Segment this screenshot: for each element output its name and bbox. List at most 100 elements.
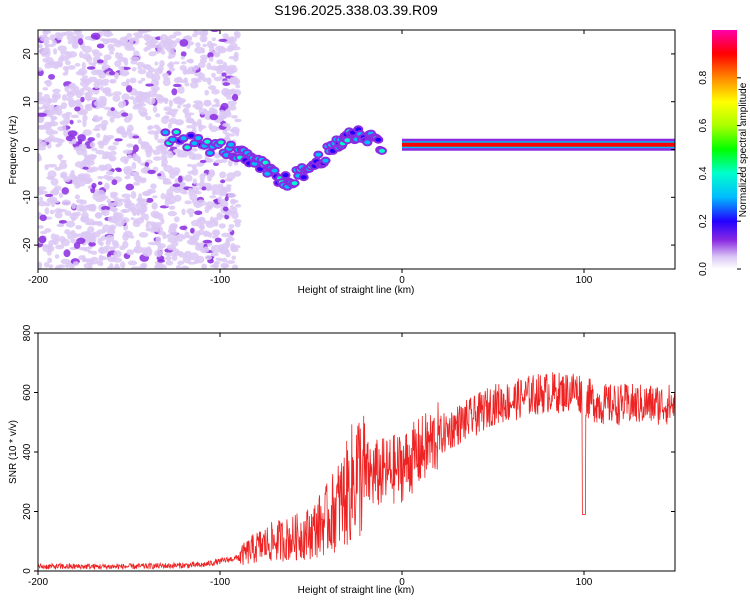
noise-blob — [143, 47, 149, 52]
noise-blob — [218, 223, 226, 229]
noise-blob — [117, 198, 123, 202]
noise-blob — [154, 61, 159, 66]
noise-blob — [57, 45, 67, 52]
noise-blob — [204, 255, 213, 261]
trace-core — [282, 173, 289, 178]
snr-y-tick-label: 0 — [22, 568, 33, 574]
trace-core — [191, 141, 198, 146]
noise-blob — [38, 106, 44, 111]
colorbar-label: Normalized spectral amplitude — [738, 82, 749, 217]
trace-core — [262, 160, 269, 165]
noise-blob — [138, 232, 149, 238]
noise-blob — [169, 230, 178, 236]
noise-blob — [174, 177, 179, 184]
noise-blob — [177, 104, 182, 109]
noise-blob — [137, 98, 145, 105]
noise-blob — [182, 255, 192, 264]
noise-blob — [121, 217, 130, 224]
noise-blob — [51, 39, 57, 46]
noise-blob — [232, 54, 239, 62]
noise-blob — [105, 239, 111, 246]
noise-blob — [77, 134, 86, 142]
noise-blob — [61, 187, 70, 195]
noise-blob — [155, 145, 165, 151]
noise-blob — [154, 249, 163, 258]
noise-blob — [188, 58, 194, 64]
noise-blob — [69, 263, 75, 269]
noise-blob — [167, 62, 175, 69]
noise-blob — [126, 143, 134, 148]
noise-blob — [102, 78, 110, 84]
noise-blob — [110, 194, 117, 199]
noise-blob — [133, 104, 143, 108]
noise-blob — [190, 148, 199, 152]
heatmap-x-tick-label: -100 — [210, 275, 230, 286]
noise-blob — [102, 87, 111, 93]
noise-blob — [201, 77, 209, 82]
noise-blob — [96, 43, 105, 49]
noise-blob — [42, 86, 49, 91]
noise-blob — [181, 191, 188, 195]
heatmap-y-tick-label: -20 — [22, 237, 33, 252]
noise-blob — [229, 204, 235, 210]
noise-blob — [107, 145, 117, 151]
noise-blob — [173, 148, 182, 153]
noise-blob — [186, 125, 195, 129]
noise-blob — [221, 72, 227, 77]
noise-blob — [38, 225, 44, 229]
colorbar-ticks: 0.0 0.2 0.4 0.6 0.8 — [698, 70, 741, 276]
noise-blob — [138, 193, 143, 201]
noise-blob — [184, 231, 190, 238]
noise-blob — [65, 111, 73, 116]
noise-blob — [155, 225, 164, 233]
noise-blob — [66, 91, 75, 98]
noise-blob — [186, 239, 195, 245]
noise-blob — [101, 30, 111, 37]
noise-blob — [83, 263, 91, 269]
noise-blob — [120, 261, 126, 269]
noise-blob — [151, 202, 158, 210]
noise-blob — [71, 40, 78, 48]
noise-blob — [88, 241, 96, 247]
snr-y-tick-label: 200 — [22, 503, 33, 520]
noise-blob — [133, 50, 140, 56]
heatmap-marks — [38, 30, 675, 269]
noise-blob — [225, 132, 230, 139]
noise-blob — [62, 72, 69, 76]
snr-x-ticks: -200 -100 0 100 — [28, 333, 593, 588]
noise-blob — [130, 266, 141, 269]
noise-blob — [210, 252, 219, 257]
noise-blob — [109, 246, 116, 251]
noise-blob — [155, 95, 165, 102]
noise-blob — [43, 30, 49, 37]
noise-blob — [101, 156, 108, 160]
noise-blob — [43, 261, 50, 268]
noise-blob — [174, 119, 184, 126]
noise-blob — [74, 176, 79, 185]
noise-blob — [203, 109, 208, 114]
noise-blob — [147, 169, 156, 174]
noise-blob — [160, 192, 166, 200]
snr-x-tick-label: 100 — [576, 577, 593, 588]
noise-blob — [121, 132, 128, 138]
noise-blob — [38, 261, 43, 269]
noise-blob — [221, 264, 230, 268]
noise-blob — [73, 85, 80, 93]
noise-blob — [161, 158, 168, 166]
noise-blob — [157, 45, 165, 54]
heatmap-x-tick-label: 0 — [399, 275, 405, 286]
noise-blob — [145, 115, 152, 121]
noise-blob — [105, 38, 115, 44]
noise-blob — [54, 208, 63, 213]
noise-blob — [219, 110, 226, 115]
noise-blob — [111, 216, 118, 224]
noise-blob — [167, 169, 174, 175]
snr-x-tick-label: -100 — [210, 577, 230, 588]
noise-blob — [152, 105, 158, 113]
noise-blob — [77, 110, 88, 116]
noise-blob — [182, 35, 193, 41]
noise-blob — [226, 260, 236, 264]
noise-blob — [141, 202, 146, 211]
noise-blob — [110, 107, 115, 112]
noise-blob — [137, 66, 143, 70]
